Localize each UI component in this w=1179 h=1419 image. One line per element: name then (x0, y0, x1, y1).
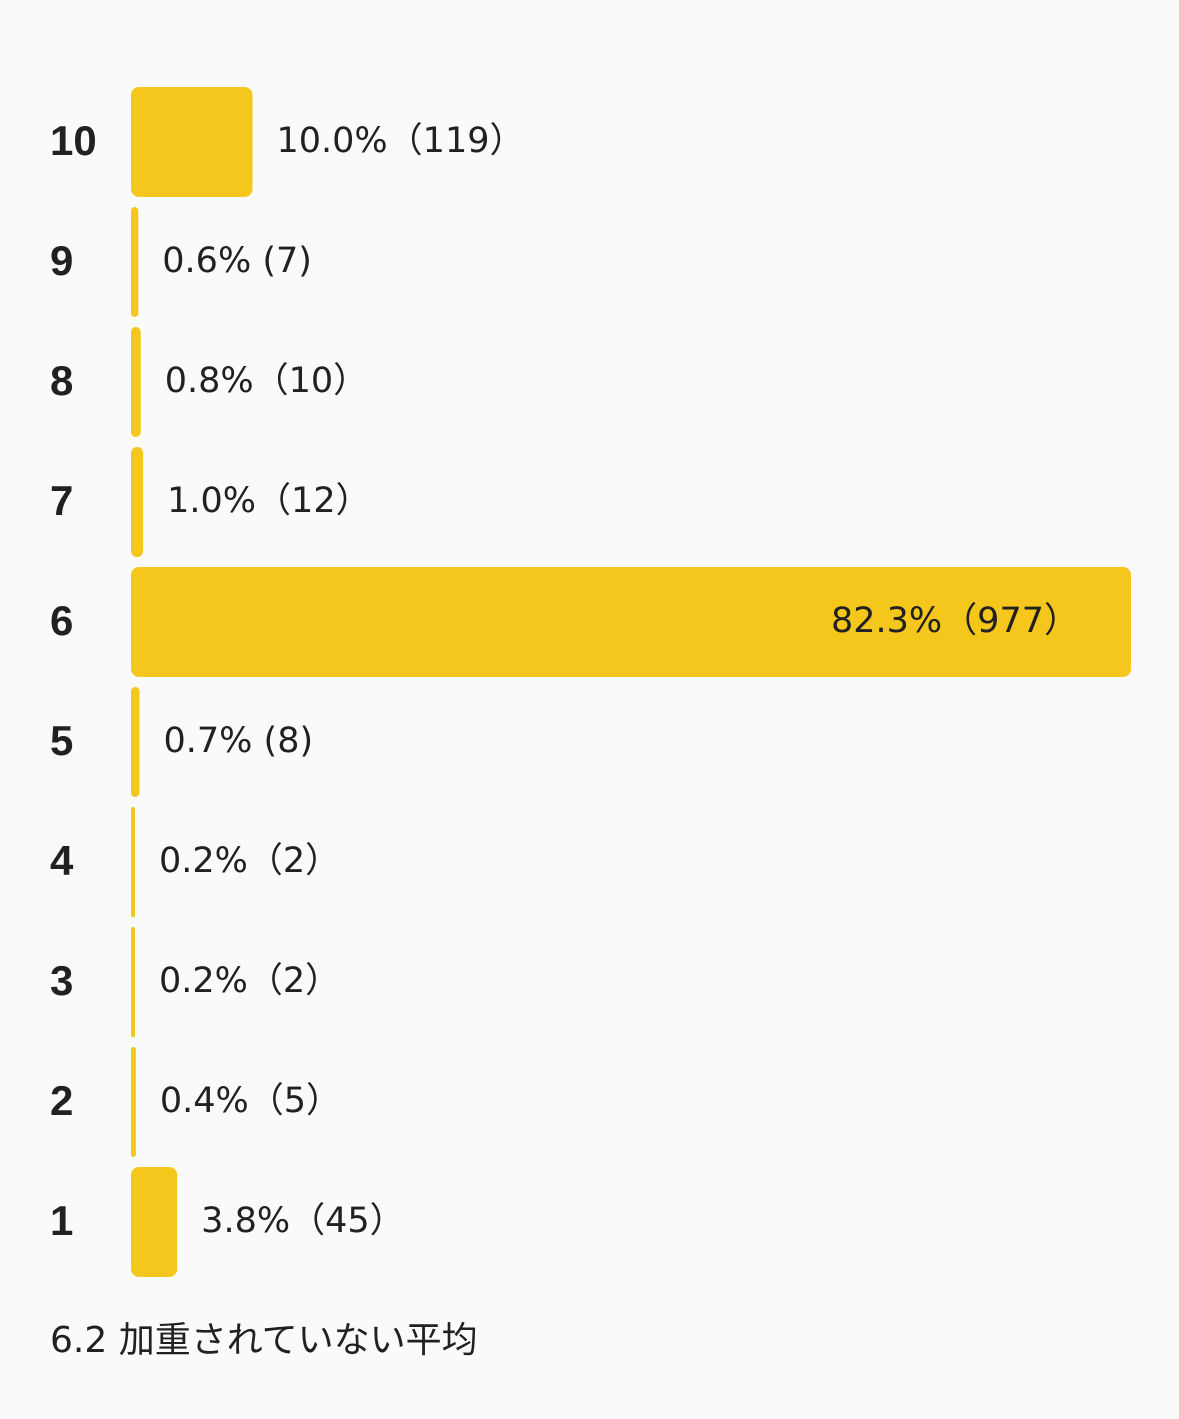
category-label: 9 (50, 237, 73, 284)
category-label: 6 (50, 597, 73, 644)
category-label: 5 (50, 717, 73, 764)
category-label: 7 (50, 477, 73, 524)
category-label: 1 (50, 1197, 73, 1244)
value-label: 10.0%（119） (277, 121, 525, 161)
value-label: 0.6% (7) (162, 241, 312, 281)
value-label: 82.3%（977） (831, 601, 1079, 641)
value-label: 0.4%（5） (160, 1081, 341, 1121)
bar (131, 327, 141, 437)
bar (131, 207, 139, 317)
value-label: 0.7% (8) (164, 721, 314, 761)
value-label: 1.0%（12） (167, 481, 370, 521)
category-label: 3 (50, 957, 73, 1004)
value-label: 0.2%（2） (159, 961, 340, 1001)
value-label: 3.8%（45） (201, 1201, 404, 1241)
category-label: 10 (50, 117, 97, 164)
bar (131, 927, 135, 1037)
bar (131, 1167, 178, 1277)
bar (131, 687, 140, 797)
value-label: 0.8%（10） (165, 361, 368, 401)
value-label: 0.2%（2） (159, 841, 340, 881)
bar (131, 447, 144, 557)
bar (131, 87, 253, 197)
bar (131, 807, 135, 917)
caption: 6.2 加重されていない平均 (50, 1320, 478, 1361)
category-label: 2 (50, 1077, 73, 1124)
category-label: 8 (50, 357, 73, 404)
bar (131, 1047, 136, 1157)
bar (131, 567, 1131, 677)
category-label: 4 (50, 837, 74, 884)
